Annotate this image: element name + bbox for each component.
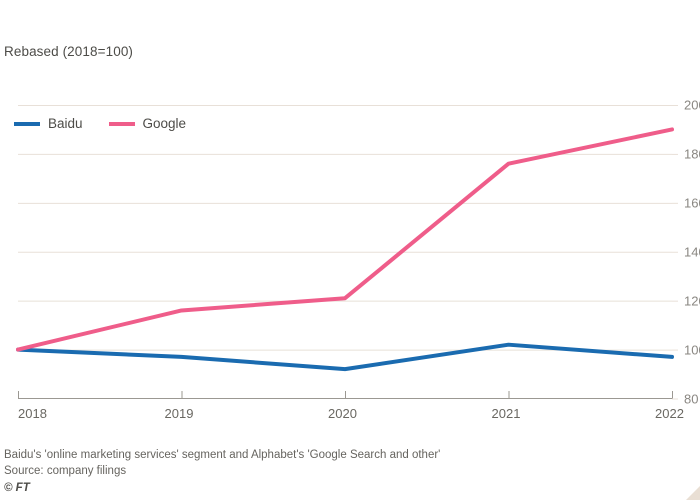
legend-item-baidu[interactable]: Baidu	[14, 116, 83, 131]
legend-label-google: Google	[142, 116, 187, 131]
legend-swatch-google	[108, 121, 135, 126]
gridlines	[18, 105, 678, 400]
chart-subtitle: Rebased (2018=100)	[4, 44, 134, 59]
series-lines	[16, 127, 674, 372]
legend-label-baidu: Baidu	[48, 116, 83, 131]
footnote-source: Source: company filings	[4, 464, 127, 477]
series-line-baidu	[16, 342, 674, 372]
legend-swatch-baidu	[14, 121, 40, 126]
chart-footnotes: Baidu's 'online marketing services' segm…	[4, 448, 440, 497]
footnote-note: Baidu's 'online marketing services' segm…	[4, 449, 441, 461]
ft-credit: © FT	[4, 482, 30, 494]
legend-item-google[interactable]: Google	[108, 116, 187, 131]
x-axis-ticks	[18, 391, 673, 399]
corner-triangle-mark	[686, 486, 700, 500]
chart-legend: Baidu Google	[14, 116, 186, 131]
series-line-google	[16, 127, 674, 352]
